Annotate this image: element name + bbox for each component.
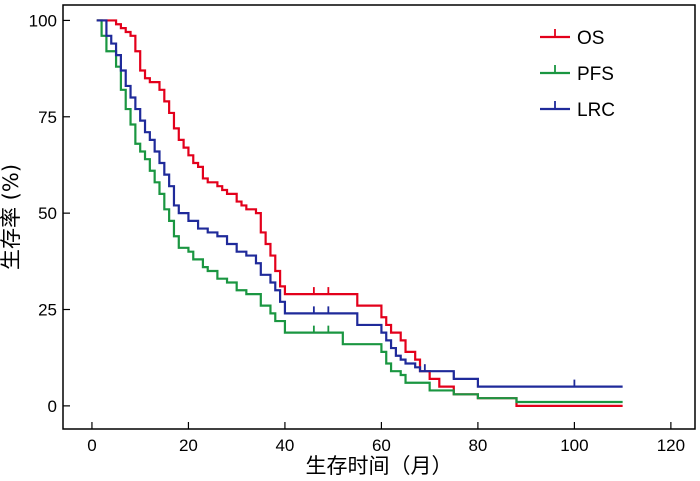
x-tick-label: 60 — [372, 436, 391, 455]
series-layer — [96, 19, 623, 407]
x-axis-label: 生存时间（月） — [306, 454, 453, 478]
legend-label-pfs: PFS — [577, 64, 614, 85]
x-tick-label: 120 — [657, 436, 685, 455]
lrc-series-line — [96, 19, 623, 388]
pfs-series-line — [96, 19, 623, 404]
y-tick-label: 0 — [48, 397, 57, 416]
y-axis: 0 25 50 75 100 — [29, 11, 70, 416]
legend: OS PFS LRC — [540, 28, 615, 121]
x-tick-label: 80 — [468, 436, 487, 455]
x-tick-label: 0 — [87, 436, 96, 455]
y-tick-label: 25 — [38, 301, 57, 320]
x-axis: 0 20 40 60 80 100 120 — [87, 422, 685, 455]
plot-area-frame — [62, 4, 696, 430]
y-tick-label: 75 — [38, 108, 57, 127]
x-tick-label: 20 — [179, 436, 198, 455]
legend-label-lrc: LRC — [577, 100, 615, 121]
y-tick-label: 100 — [29, 11, 57, 30]
os-series-line — [96, 19, 623, 407]
y-axis-label: 生存率 (%) — [0, 164, 23, 270]
x-tick-label: 40 — [275, 436, 294, 455]
y-tick-label: 50 — [38, 204, 57, 223]
x-tick-label: 100 — [560, 436, 588, 455]
legend-label-os: OS — [577, 28, 604, 49]
